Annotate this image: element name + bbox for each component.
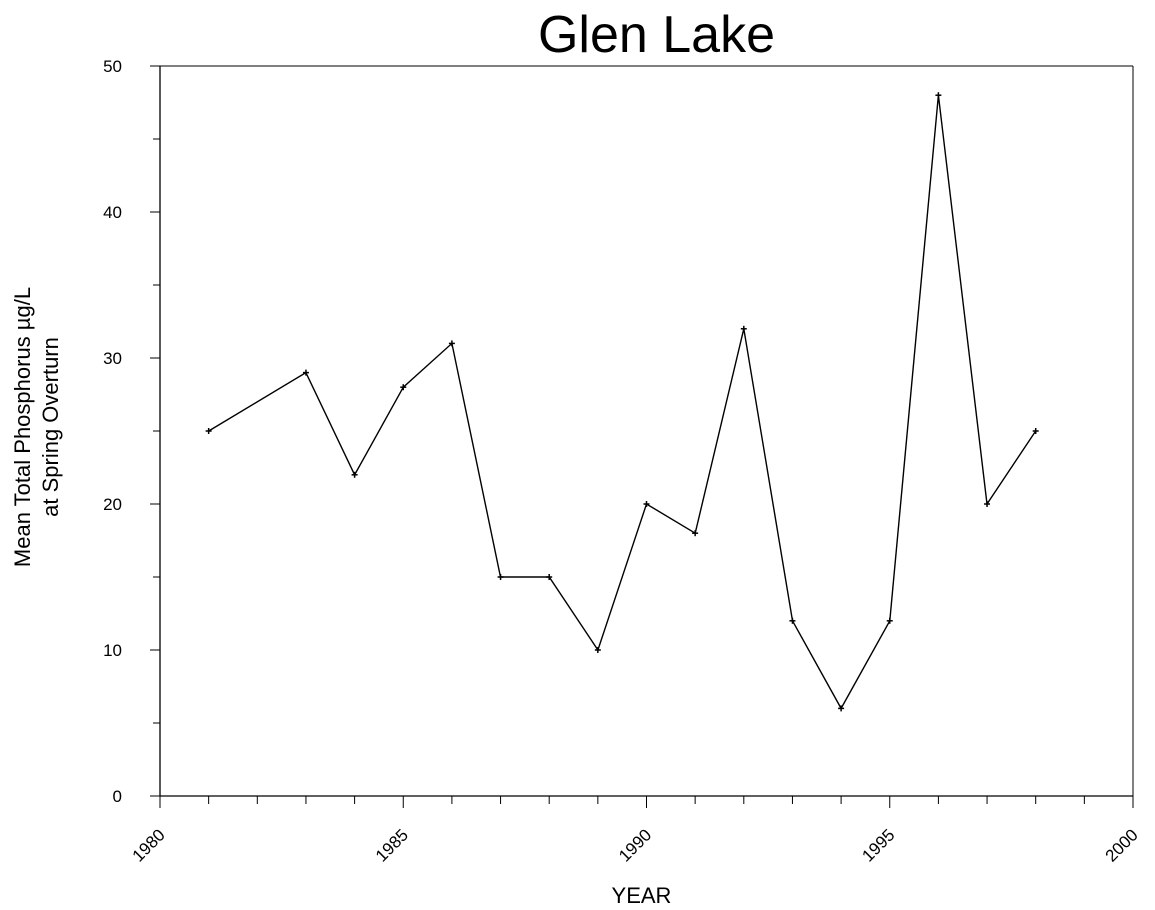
x-tick-label: 1995	[858, 825, 898, 865]
y-tick-label: 50	[103, 57, 122, 76]
tick-labels: 0 10 20 30 40 50 1980 1985 1990 1995 2000	[103, 57, 1142, 866]
data-point	[448, 340, 455, 347]
x-axis-label: YEAR	[612, 883, 672, 908]
x-tick-label: 1980	[129, 825, 169, 865]
data-point	[1032, 428, 1039, 434]
data-point	[789, 617, 796, 624]
data-point	[838, 705, 845, 712]
chart-title: Glen Lake	[538, 6, 775, 64]
x-tick-label: 1985	[372, 825, 412, 865]
data-point	[886, 617, 893, 624]
x-tick-label: 1990	[615, 825, 655, 865]
data-point	[205, 428, 212, 434]
y-tick-label: 10	[103, 641, 122, 660]
axes	[159, 65, 1134, 797]
data-point	[400, 384, 407, 391]
series-line	[208, 95, 1037, 710]
data-point	[546, 574, 553, 580]
y-axis-label: Mean Total Phosphorus µg/L at Spring Ove…	[10, 287, 63, 567]
y-tick-label: 40	[103, 203, 122, 222]
data-point	[740, 325, 747, 332]
y-tick-label: 30	[103, 349, 122, 368]
data-point	[643, 501, 650, 507]
y-tick-label: 20	[103, 495, 122, 514]
data-point	[497, 574, 504, 580]
y-axis-label-line-2: at Spring Overturn	[38, 337, 63, 517]
data-point	[984, 501, 991, 507]
data-point	[594, 647, 601, 653]
data-point	[935, 92, 942, 99]
y-axis-label-line-1: Mean Total Phosphorus µg/L	[10, 287, 35, 567]
y-tick-label: 0	[113, 787, 122, 806]
data-point	[351, 471, 358, 478]
tick-marks	[150, 65, 1134, 808]
series-layer	[205, 92, 1039, 712]
x-tick-label: 2000	[1102, 825, 1142, 865]
data-point	[692, 530, 699, 537]
data-point	[302, 369, 309, 376]
